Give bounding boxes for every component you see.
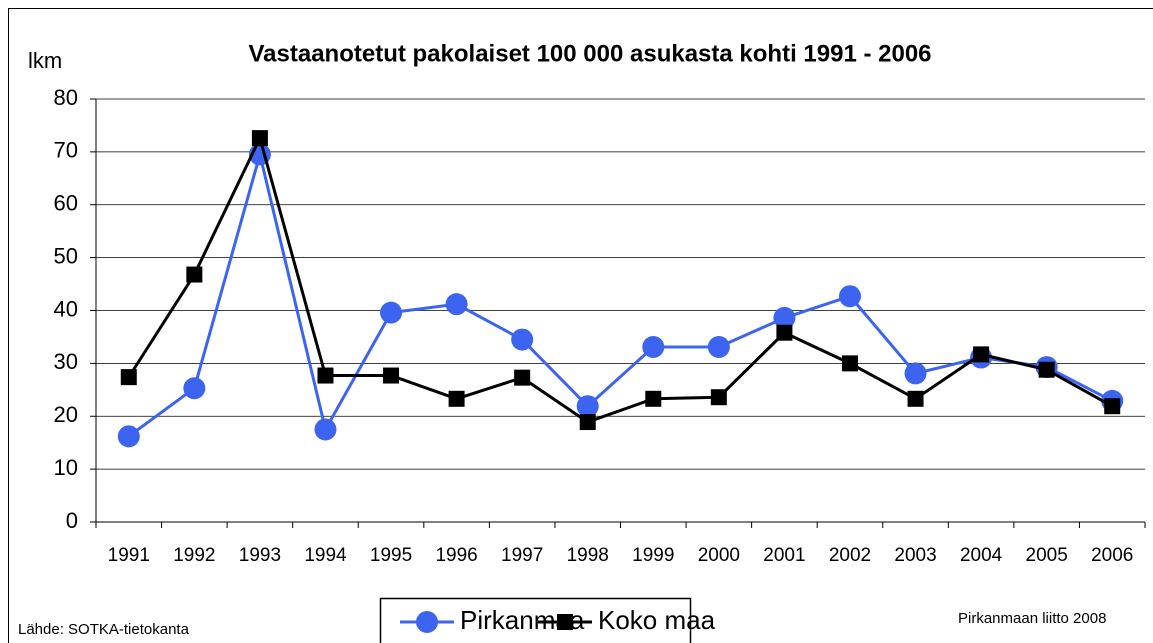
data-point (317, 367, 334, 384)
data-point (380, 301, 403, 324)
data-point (642, 335, 665, 358)
x-tick-label: 2005 (1026, 545, 1068, 566)
legend-marker (557, 614, 573, 630)
x-tick-label: 1999 (632, 545, 674, 566)
x-tick-label: 2002 (829, 545, 871, 566)
y-tick-label: 20 (54, 402, 78, 427)
data-point (186, 266, 203, 283)
y-tick-label: 0 (66, 508, 78, 533)
chart-border (8, 8, 1153, 643)
data-point (445, 293, 468, 316)
data-point (183, 377, 206, 400)
data-point (511, 328, 534, 351)
source-note: Lähde: SOTKA-tietokanta (18, 621, 190, 638)
y-tick-label: 40 (54, 296, 78, 321)
data-point (579, 414, 596, 431)
x-tick-label: 1991 (108, 545, 150, 566)
data-point (838, 285, 861, 308)
credit-note: Pirkanmaan liitto 2008 (958, 610, 1106, 627)
x-tick-label: 1993 (239, 545, 281, 566)
data-point (314, 418, 337, 441)
data-point (383, 367, 400, 384)
legend-label: Koko maa (598, 605, 716, 635)
data-point (773, 306, 796, 329)
data-point (904, 362, 927, 385)
x-tick-label: 1994 (304, 545, 347, 566)
x-tick-label: 2000 (698, 545, 740, 566)
y-tick-label: 10 (54, 455, 78, 480)
data-point (973, 346, 990, 363)
data-point (707, 335, 730, 358)
x-tick-label: 1996 (435, 545, 477, 566)
data-point (1104, 398, 1121, 415)
series-line (127, 148, 1113, 438)
y-tick-label: 30 (54, 349, 78, 374)
y-tick-label: 50 (54, 243, 78, 268)
data-point (645, 390, 662, 407)
x-tick-label: 2003 (894, 545, 936, 566)
y-tick-label: 70 (54, 138, 78, 163)
data-point (1038, 361, 1055, 378)
data-point (514, 369, 531, 386)
legend-marker (416, 611, 438, 633)
data-point (776, 324, 793, 341)
data-point (448, 390, 465, 407)
data-point (576, 395, 599, 418)
y-tick-label: 80 (54, 85, 78, 110)
data-point (841, 355, 858, 372)
x-tick-label: 2006 (1091, 545, 1133, 566)
x-tick-label: 1992 (173, 545, 215, 566)
data-point (710, 389, 727, 406)
y-tick-label: 60 (54, 191, 78, 216)
data-point (251, 130, 268, 147)
x-tick-label: 2001 (763, 545, 805, 566)
x-tick-label: 2004 (960, 545, 1003, 566)
x-tick-label: 1997 (501, 545, 543, 566)
data-point (120, 369, 137, 386)
x-tick-label: 1998 (567, 545, 609, 566)
data-point (117, 425, 140, 448)
chart-title: Vastaanotetut pakolaiset 100 000 asukast… (248, 40, 931, 67)
x-tick-label: 1995 (370, 545, 412, 566)
y-axis-label: lkm (28, 48, 62, 73)
data-point (907, 390, 924, 407)
series-line (127, 133, 1113, 424)
